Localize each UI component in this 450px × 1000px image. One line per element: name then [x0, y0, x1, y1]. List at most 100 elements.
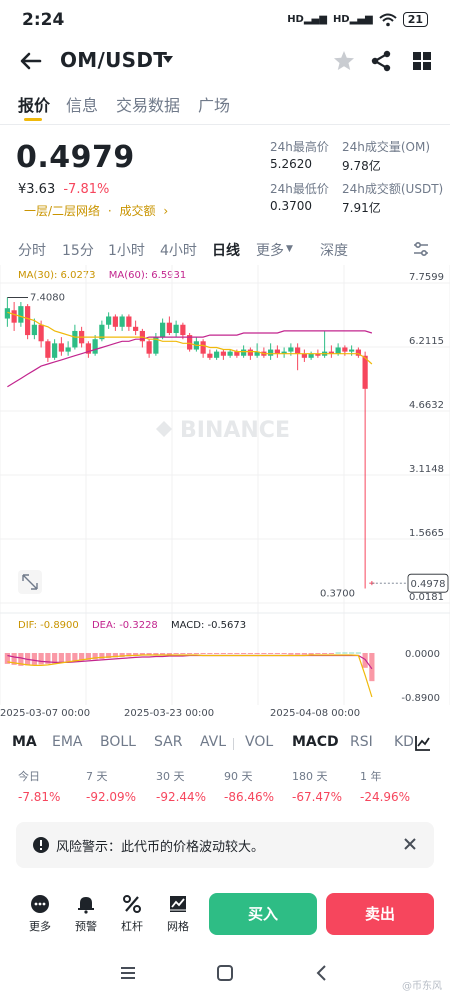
tab-square[interactable]: 广场 — [198, 96, 231, 115]
macd-bar — [335, 652, 341, 654]
star-icon[interactable] — [331, 48, 357, 74]
min-price-label: 0.3700 — [320, 588, 355, 599]
grid-menu-icon[interactable] — [409, 48, 435, 74]
tab-info[interactable]: 信息 — [66, 96, 99, 115]
candle-body — [31, 324, 37, 336]
candle-body — [85, 343, 91, 354]
macd-value-legend: MACD: -0.5673 — [171, 620, 247, 631]
indicator-rsi[interactable]: RSI — [350, 734, 373, 750]
stat-low-label: 24h最低价 — [270, 182, 329, 196]
macd-bar — [328, 653, 334, 654]
binance-watermark: BINANCE — [156, 418, 290, 443]
indicator-sar[interactable]: SAR — [154, 734, 183, 750]
share-icon[interactable] — [368, 48, 394, 74]
grid-trading-button[interactable]: 网格 — [158, 890, 198, 934]
macd-bar — [160, 653, 166, 655]
macd-bar — [234, 653, 240, 654]
candle-body — [38, 324, 44, 342]
macd-bar — [355, 652, 361, 654]
indicator-avl[interactable]: AVL — [200, 734, 227, 750]
indicator-vol[interactable]: VOL — [245, 734, 274, 750]
caret-down-icon[interactable]: ▼ — [286, 244, 293, 254]
home-icon[interactable] — [215, 963, 235, 983]
candle-body — [355, 349, 361, 356]
candle-body — [92, 339, 98, 354]
candle-body — [173, 324, 179, 334]
macd-bar — [247, 653, 253, 654]
macd-bar — [52, 653, 58, 664]
macd-bar — [274, 653, 280, 654]
interval-tab-1d[interactable]: 日线 — [212, 243, 240, 259]
signal-icon-1: HD▂▄▆ — [287, 14, 327, 25]
stat-high-label: 24h最高价 — [270, 140, 329, 154]
candle-body — [342, 347, 348, 352]
indicator-ma[interactable]: MA — [12, 734, 37, 750]
alert-button[interactable]: 预警 — [66, 890, 106, 934]
macd-bar — [342, 652, 348, 654]
candle-body — [207, 353, 213, 358]
macd-bar — [301, 653, 307, 655]
risk-warning-text: 风险警示：此代币的价格波动较大。 — [56, 840, 265, 855]
date-label: 2025-03-07 00:00 — [0, 708, 91, 719]
risk-warning-banner: 风险警示：此代币的价格波动较大。 — [16, 822, 434, 868]
back-icon[interactable] — [312, 963, 332, 983]
macd-bar — [85, 653, 91, 660]
macd-bar — [112, 653, 118, 658]
indicator-macd[interactable]: MACD — [292, 734, 339, 750]
macd-bar — [308, 653, 314, 655]
macd-legend: DIF: -0.8900 DEA: -0.3228 MACD: -0.5673 — [18, 620, 246, 631]
chart-settings-icon[interactable] — [412, 240, 430, 258]
back-arrow-icon[interactable] — [16, 46, 46, 76]
last-price: 0.4979 — [16, 140, 135, 175]
candle-body — [126, 316, 132, 327]
interval-tab-15m[interactable]: 15分 — [62, 243, 94, 259]
candle-body — [18, 306, 24, 323]
y-axis-label: 6.2115 — [409, 336, 444, 347]
indicator-chart-icon[interactable] — [414, 734, 432, 752]
pair-title[interactable]: OM/USDT — [60, 48, 168, 72]
percent-icon — [123, 895, 141, 913]
candle-body — [254, 351, 260, 356]
macd-bar — [254, 653, 260, 654]
bottom-toolbar: 更多 预警 杠杆 网格 — [0, 890, 450, 940]
alert-icon — [33, 837, 49, 853]
recent-apps-icon[interactable] — [118, 963, 138, 983]
macd-bar — [187, 653, 193, 654]
sell-button[interactable]: 卖出 — [326, 893, 434, 935]
leverage-button[interactable]: 杠杆 — [112, 890, 152, 934]
candle-body — [119, 316, 125, 327]
close-icon[interactable] — [402, 836, 418, 852]
bell-icon — [78, 897, 94, 914]
candle-body — [308, 353, 314, 358]
binance-logo-icon — [156, 421, 172, 437]
interval-tab-4h[interactable]: 4小时 — [160, 243, 197, 259]
kline-chart[interactable]: BINANCE 7.7599 6.2115 4.6632 3.1148 1.5665 0.… — [0, 265, 450, 705]
indicator-ema[interactable]: EMA — [52, 734, 83, 750]
tab-quote[interactable]: 报价 — [18, 96, 51, 115]
interval-tab-line[interactable]: 分时 — [18, 243, 46, 259]
macd-bar — [146, 653, 152, 655]
macd-bar — [315, 653, 321, 654]
current-price-box — [407, 573, 449, 593]
indicator-boll[interactable]: BOLL — [100, 734, 136, 750]
y-axis-label: 1.5665 — [409, 528, 444, 539]
candle-body — [180, 324, 186, 336]
interval-tab-more[interactable]: 更多 — [256, 243, 284, 259]
indicator-kd[interactable]: KD — [394, 734, 414, 750]
tab-trading-data[interactable]: 交易数据 — [116, 96, 181, 115]
buy-button[interactable]: 买入 — [209, 893, 317, 935]
tag-layer-network[interactable]: 一层/二层网络 — [24, 204, 101, 218]
interval-tab-depth[interactable]: 深度 — [320, 243, 348, 259]
more-button[interactable]: 更多 — [20, 890, 60, 934]
candle-body — [45, 341, 51, 358]
active-tab-indicator — [24, 118, 42, 121]
main-tabs: 报价 信息 交易数据 广场 — [0, 86, 450, 122]
candle-body — [133, 326, 139, 331]
caret-down-icon[interactable] — [162, 54, 174, 64]
macd-bar — [220, 653, 226, 654]
macd-bar — [180, 653, 186, 654]
interval-tab-1h[interactable]: 1小时 — [108, 243, 145, 259]
macd-bar — [166, 653, 172, 655]
tag-turnover[interactable]: 成交额 — [119, 204, 156, 218]
candle-body — [187, 335, 193, 350]
